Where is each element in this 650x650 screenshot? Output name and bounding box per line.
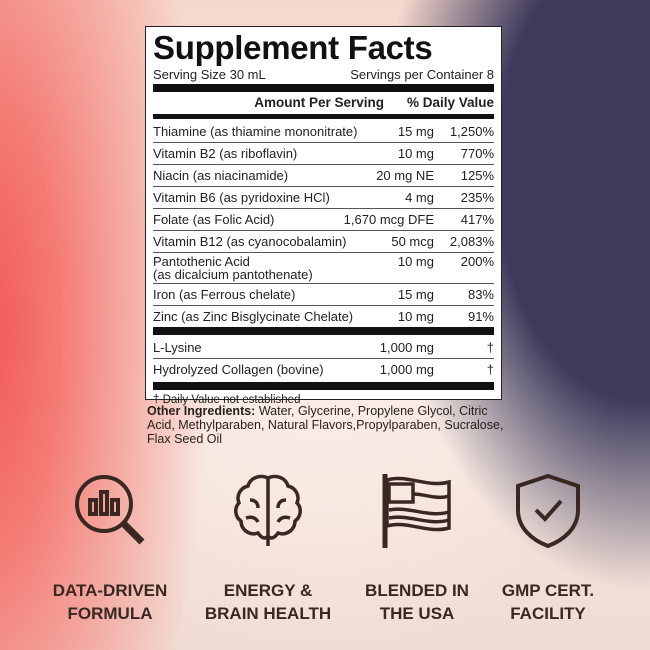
serving-size: Serving Size 30 mL [153,67,266,82]
feature-data-driven: DATA-DRIVEN FORMULA [35,470,185,625]
feature-label: ENERGY & BRAIN HEALTH [204,581,332,623]
nutrient-dv: † [486,362,494,377]
chart-magnifier-icon [75,475,145,545]
shield-check-icon [516,473,580,549]
serving-info: Serving Size 30 mL Servings per Containe… [153,67,494,82]
nutrient-name: Hydrolyzed Collagen (bovine) [153,359,324,380]
divider [153,382,494,390]
nutrient-dv: 235% [460,190,494,205]
nutrient-amount: 10 mg [397,146,434,161]
nutrient-name-line: Vitamin B6 (as pyridoxine HCl) [153,190,330,205]
nutrient-name: L-Lysine [153,337,202,358]
nutrient-amount: 10 mg [397,254,434,269]
header-dv: % Daily Value [406,95,494,110]
nutrient-dv: 91% [467,309,494,324]
nutrient-name: Vitamin B12 (as cyanocobalamin) [153,231,346,252]
header-amount: Amount Per Serving [254,95,384,110]
feature-gmp: GMP CERT. FACILITY [488,470,608,625]
nutrient-name-line: Vitamin B2 (as riboflavin) [153,146,298,161]
nutrient-dv: 200% [460,254,494,269]
feature-label: DATA-DRIVEN FORMULA [52,581,168,623]
nutrient-amount: 20 mg NE [376,168,434,183]
nutrient-name: Vitamin B6 (as pyridoxine HCl) [153,187,330,208]
nutrient-row: Zinc (as Zinc Bisglycinate Chelate) 10 mg… [153,306,494,327]
nutrient-name-line: L-Lysine [153,340,202,355]
feature-label: GMP CERT. FACILITY [501,581,595,623]
nutrient-name-line: Pantothenic Acid [153,254,250,269]
nutrient-row: Iron (as Ferrous chelate) 15 mg 83% [153,284,494,306]
footnote: † Daily Value not established [153,394,301,406]
nutrient-dv: 83% [467,287,494,302]
feature-label: BLENDED IN THE USA [365,581,469,623]
other-ingredients: Other Ingredients: Water, Glycerine, Pro… [147,404,507,446]
nutrient-dv: 417% [460,212,494,227]
usa-flag-icon [382,474,451,548]
nutrient-name: Pantothenic Acid (as dicalcium pantothena… [153,255,313,281]
nutrient-amount: 4 mg [405,190,434,205]
nutrient-amount: 15 mg [397,287,434,302]
nutrient-dv: † [486,340,494,355]
divider [153,114,494,119]
nutrient-amount: 50 mcg [391,234,434,249]
nutrient-dv: 125% [460,168,494,183]
nutrient-name-line: Vitamin B12 (as cyanocobalamin) [153,234,347,249]
nutrient-name: Folate (as Folic Acid) [153,209,274,230]
nutrient-dv: 770% [460,146,494,161]
nutrient-name-line: Folate (as Folic Acid) [153,212,275,227]
nutrient-name: Niacin (as niacinamide) [153,165,288,186]
other-ingredients-text: Water, Glycerine, Propylene Glycol, Citr… [147,404,504,446]
nutrient-name-line: Niacin (as niacinamide) [153,168,289,183]
nutrient-name: Thiamine (as thiamine mononitrate) [153,121,357,142]
nutrient-row: Hydrolyzed Collagen (bovine) 1,000 mg † [153,359,494,380]
divider [153,327,494,335]
feature-energy-brain: ENERGY & BRAIN HEALTH [193,470,343,625]
nutrient-name: Vitamin B2 (as riboflavin) [153,143,297,164]
other-ingredients-label: Other Ingredients: [147,404,256,418]
nutrient-name-line: Zinc (as Zinc Bisglycinate Chelate) [153,309,354,324]
nutrient-amount: 10 mg [397,309,434,324]
nutrient-row: Vitamin B6 (as pyridoxine HCl) 4 mg 235% [153,187,494,209]
nutrient-row: Vitamin B2 (as riboflavin) 10 mg 770% [153,143,494,165]
servings-per-container: Servings per Container 8 [350,67,494,82]
nutrient-dv: 2,083% [449,234,494,249]
nutrient-amount: 1,670 mcg DFE [343,212,434,227]
nutrient-row: Vitamin B12 (as cyanocobalamin) 50 mcg 2,0… [153,231,494,253]
nutrient-amount: 1,000 mg [379,340,434,355]
nutrient-source: (as dicalcium pantothenate) [153,267,313,282]
nutrient-amount: 1,000 mg [379,362,434,377]
nutrient-dv: 1,250% [449,124,494,139]
nutrient-row: Thiamine (as thiamine mononitrate) 15 mg 1… [153,121,494,143]
table-header: Amount Per Serving % Daily Value [153,94,494,112]
nutrient-row: Pantothenic Acid (as dicalcium pantothena… [153,253,494,284]
nutrient-row: L-Lysine 1,000 mg † [153,337,494,359]
divider [153,84,494,92]
nutrient-name-line: Hydrolyzed Collagen (bovine) [153,362,324,377]
facts-title: Supplement Facts [153,29,433,66]
feature-blended-usa: BLENDED IN THE USA [352,470,482,625]
nutrient-row: Niacin (as niacinamide) 20 mg NE 125% [153,165,494,187]
supplement-facts-panel: Supplement Facts Serving Size 30 mL Serv… [145,26,502,406]
nutrient-name: Zinc (as Zinc Bisglycinate Chelate) [153,306,353,327]
nutrient-row: Folate (as Folic Acid) 1,670 mcg DFE 417% [153,209,494,231]
nutrient-name-line: Thiamine (as thiamine mononitrate) [153,124,358,139]
nutrient-amount: 15 mg [397,124,434,139]
brain-icon [234,474,302,546]
nutrient-name-line: Iron (as Ferrous chelate) [153,287,296,302]
nutrient-name: Iron (as Ferrous chelate) [153,284,295,305]
